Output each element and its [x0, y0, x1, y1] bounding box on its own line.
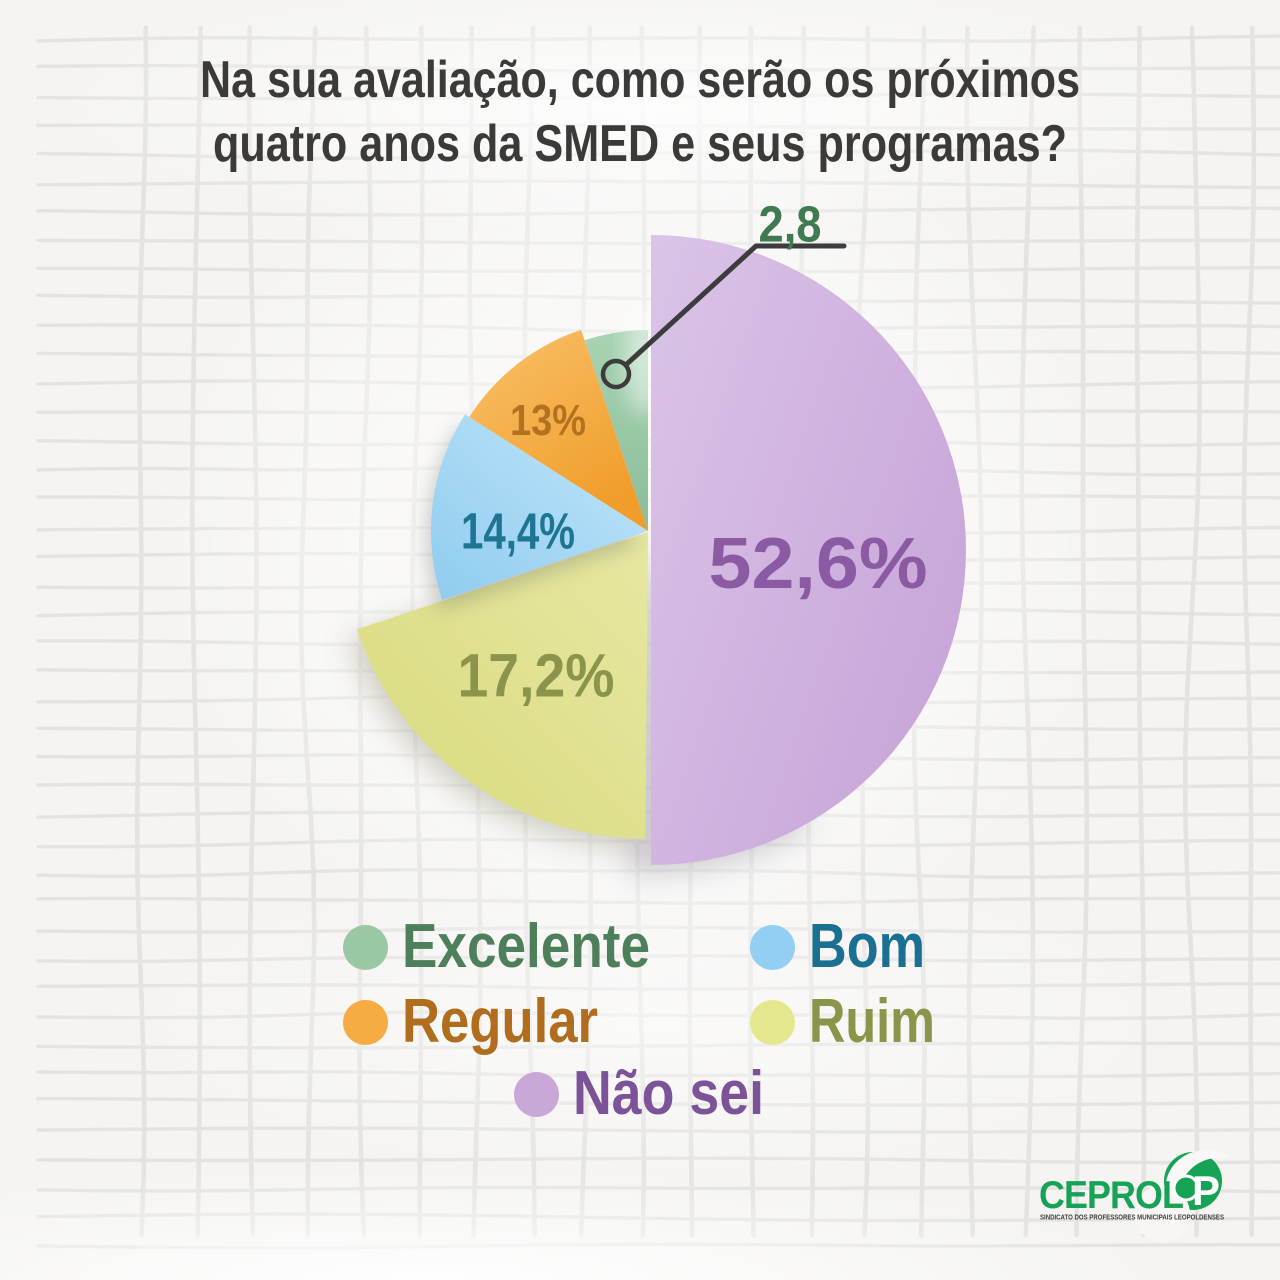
title-line-1: Na sua avaliação, como serão os próximos [200, 51, 1080, 109]
value-label-excelente: 2,8 [758, 195, 822, 253]
value-label-não-sei: 52,6% [708, 524, 928, 604]
legend-dot-ruim [749, 999, 795, 1045]
legend-dot-bom [749, 924, 795, 970]
emblem-bite [1134, 1186, 1190, 1242]
legend-item-ruim: Ruim [749, 991, 964, 1053]
legend-item-regular: Regular [342, 991, 633, 1053]
slice-regular [469, 329, 648, 531]
legend-dot-regular [342, 999, 388, 1045]
emblem-p: P [1192, 1167, 1220, 1214]
callout-line [624, 243, 847, 367]
legend-label-excelente: Excelente [401, 912, 650, 981]
slice-bom [430, 414, 648, 600]
value-label-bom: 14,4% [461, 502, 575, 560]
legend-item-excelente: Excelente [342, 916, 692, 978]
legend-dot-excelente [342, 924, 388, 970]
callout-ring [600, 358, 632, 390]
legend-label-bom: Bom [808, 912, 925, 981]
title-line-2: quatro anos da SMED e seus programas? [212, 115, 1068, 173]
emblem-swoosh [1165, 1149, 1229, 1198]
legend-dot-não-sei [513, 1071, 559, 1117]
emblem-c [1172, 1174, 1200, 1202]
legend-label-não-sei: Não sei [572, 1059, 764, 1128]
slice-nao-sei [651, 235, 966, 865]
legend-label-regular: Regular [401, 987, 598, 1056]
logo-tagline: SINDICATO DOS PROFESSORES MUNICIPAIS LEO… [1040, 1214, 1225, 1222]
vignette-bottom [0, 1165, 1190, 1280]
value-label-ruim: 17,2% [457, 641, 615, 710]
legend-label-ruim: Ruim [808, 987, 935, 1056]
legend-item-bom: Bom [749, 916, 947, 978]
slice-ruim [356, 532, 648, 839]
value-label-regular: 13% [509, 396, 587, 445]
logo-name: CEPROL [1039, 1174, 1184, 1217]
legend-item-não-sei: Não sei [513, 1063, 794, 1125]
